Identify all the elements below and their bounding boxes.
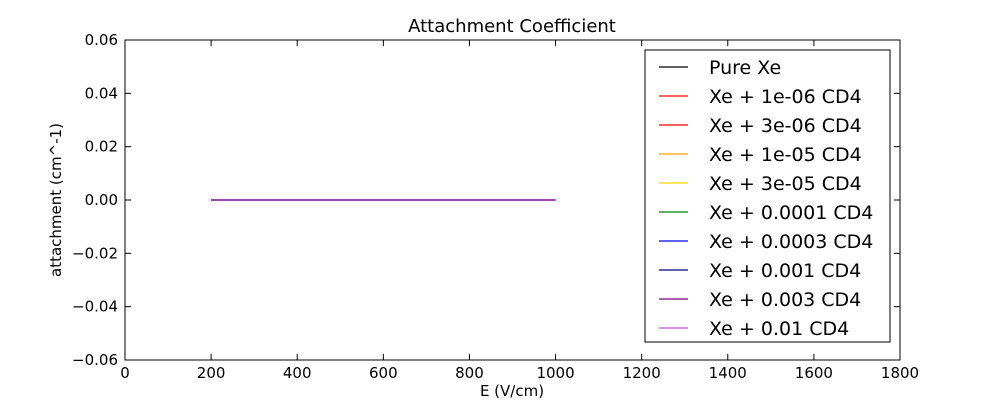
x-tick-label: 200 xyxy=(197,364,226,382)
legend-label: Xe + 0.0003 CD4 xyxy=(709,231,873,253)
x-tick-label: 0 xyxy=(120,364,130,382)
legend: Pure Xe Xe + 1e-06 CD4 Xe + 3e-06 CD4 Xe + … xyxy=(644,49,891,343)
legend-label: Xe + 0.0001 CD4 xyxy=(709,202,873,224)
chart-title: Attachment Coefficient xyxy=(408,16,616,37)
x-tick-label: 1800 xyxy=(881,364,919,382)
y-tick-label: 0.00 xyxy=(85,191,118,209)
legend-label: Xe + 3e-06 CD4 xyxy=(709,115,862,137)
y-tick-label: 0.02 xyxy=(85,138,118,156)
x-tick-label: 1400 xyxy=(709,364,747,382)
legend-label: Xe + 3e-05 CD4 xyxy=(709,173,862,195)
legend-box xyxy=(644,49,891,343)
x-tick-label: 1600 xyxy=(795,364,833,382)
ticks-layer: 0 200 400 600 800 1000 1200 1400 1600 1800 −0.06 −0… xyxy=(72,31,919,382)
legend-label: Xe + 1e-06 CD4 xyxy=(709,86,862,108)
y-tick-label: −0.02 xyxy=(72,244,118,262)
y-tick-label: 0.06 xyxy=(85,31,118,49)
legend-label: Xe + 1e-05 CD4 xyxy=(709,144,862,166)
y-tick-label: −0.04 xyxy=(72,298,118,316)
y-axis-label: attachment (cm^-1) xyxy=(47,123,65,277)
x-tick-label: 1200 xyxy=(623,364,661,382)
legend-label: Xe + 0.01 CD4 xyxy=(709,318,849,340)
legend-label: Pure Xe xyxy=(709,57,781,79)
x-tick-label: 400 xyxy=(283,364,312,382)
legend-label: Xe + 0.003 CD4 xyxy=(709,289,861,311)
x-tick-label: 800 xyxy=(455,364,484,382)
y-tick-label: 0.04 xyxy=(85,84,118,102)
x-tick-label: 1000 xyxy=(536,364,574,382)
y-tick-label: −0.06 xyxy=(72,351,118,369)
legend-label: Xe + 0.001 CD4 xyxy=(709,260,861,282)
x-axis-label: E (V/cm) xyxy=(480,382,544,400)
x-tick-label: 600 xyxy=(369,364,398,382)
